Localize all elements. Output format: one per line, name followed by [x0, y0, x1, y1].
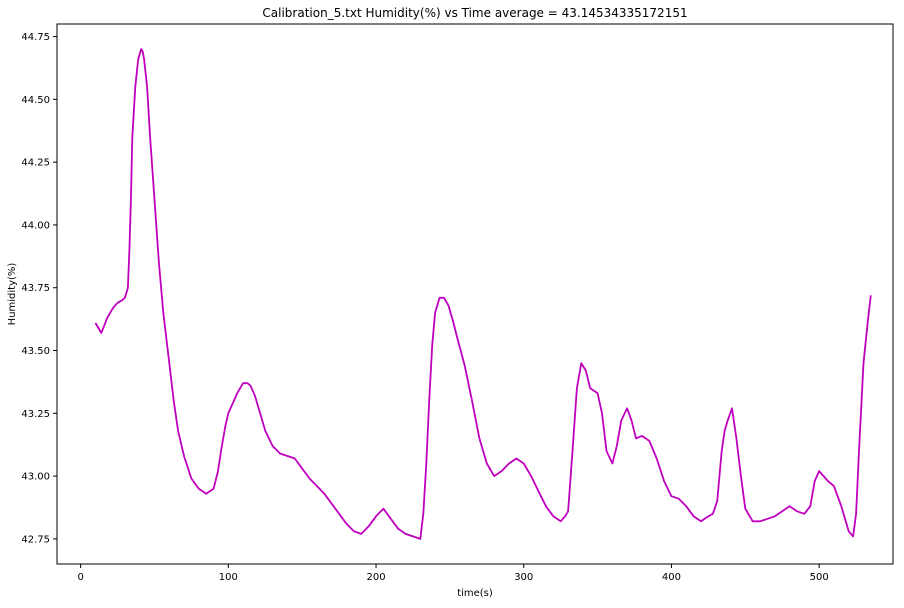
- y-tick-label: 44.50: [21, 95, 50, 106]
- plot-frame: [56, 23, 894, 565]
- x-axis-label: time(s): [457, 588, 493, 599]
- x-tick-label: 0: [77, 572, 83, 583]
- y-tick-label: 43.00: [21, 472, 50, 483]
- y-axis-label: Humidity(%): [7, 263, 18, 326]
- y-tick-label: 44.75: [21, 32, 50, 43]
- y-tick-label: 43.75: [21, 283, 50, 294]
- x-axis: 0 100 200 300 400 500: [77, 564, 829, 583]
- x-tick-label: 500: [810, 572, 829, 583]
- x-tick-label: 400: [662, 572, 681, 583]
- y-tick-label: 43.50: [21, 346, 50, 357]
- y-tick-label: 44.25: [21, 158, 50, 169]
- humidity-series-line: [94, 48, 872, 540]
- chart-title: Calibration_5.txt Humidity(%) vs Time av…: [262, 6, 687, 20]
- y-tick-label: 44.00: [21, 220, 50, 231]
- x-tick-label: 200: [366, 572, 385, 583]
- x-tick-label: 300: [514, 572, 533, 583]
- y-tick-label: 42.75: [21, 534, 50, 545]
- y-axis: 42.75 43.00 43.25 43.50 43.75 44.00 44.25 44.50…: [21, 32, 57, 545]
- y-tick-label: 43.25: [21, 409, 50, 420]
- plot-area: [94, 48, 872, 540]
- x-tick-label: 100: [219, 572, 238, 583]
